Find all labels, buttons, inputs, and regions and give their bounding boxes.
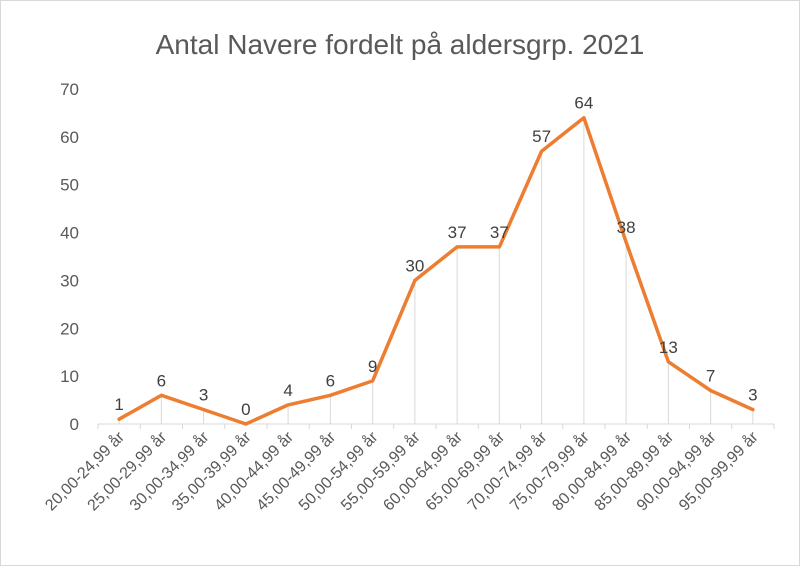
- data-label: 7: [706, 367, 715, 386]
- data-label: 6: [157, 371, 166, 390]
- data-label: 3: [199, 386, 208, 405]
- data-label: 57: [532, 127, 551, 146]
- series-line: [117, 115, 755, 426]
- y-tick-label: 30: [60, 271, 79, 290]
- y-tick-label: 40: [60, 224, 79, 243]
- y-tick-label: 0: [70, 415, 79, 434]
- y-tick-label: 60: [60, 128, 79, 147]
- data-label: 37: [490, 223, 509, 242]
- y-tick-label: 20: [60, 319, 79, 338]
- data-label: 38: [617, 218, 636, 237]
- data-label: 6: [326, 371, 335, 390]
- data-label: 9: [368, 357, 377, 376]
- y-tick-label: 10: [60, 367, 79, 386]
- data-label: 4: [283, 381, 292, 400]
- y-tick-label: 50: [60, 176, 79, 195]
- data-label: 64: [574, 94, 593, 113]
- data-label: 30: [405, 256, 424, 275]
- data-label: 13: [659, 338, 678, 357]
- chart-title: Antal Navere fordelt på aldersgrp. 2021: [155, 29, 645, 60]
- data-label: 1: [114, 395, 123, 414]
- data-label: 37: [448, 223, 467, 242]
- data-label: 0: [241, 400, 250, 419]
- data-label: 3: [748, 386, 757, 405]
- y-tick-label: 70: [60, 80, 79, 99]
